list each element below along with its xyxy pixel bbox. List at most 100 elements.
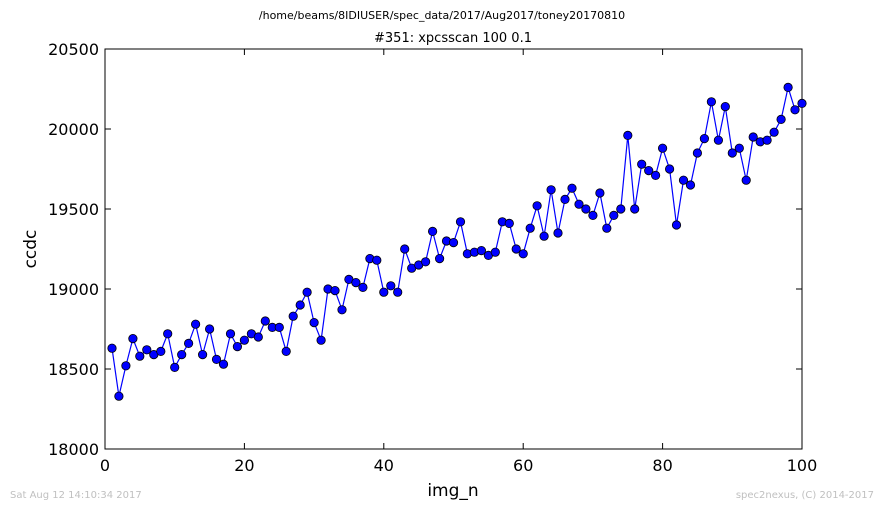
data-point <box>762 135 772 145</box>
data-point <box>198 349 208 360</box>
axis-ticks <box>104 48 803 450</box>
data-point <box>379 287 389 297</box>
data-point <box>358 282 368 292</box>
data-point <box>420 257 431 267</box>
data-point <box>657 143 668 153</box>
data-point <box>720 102 730 112</box>
data-point <box>602 223 612 233</box>
data-point <box>574 199 584 209</box>
data-point <box>239 335 249 345</box>
data-point <box>553 228 563 238</box>
data-point <box>567 183 577 193</box>
x-tick-label: 80 <box>652 456 672 475</box>
data-point <box>644 166 654 176</box>
data-point <box>511 244 521 254</box>
data-point <box>372 255 382 265</box>
data-point <box>748 132 758 142</box>
data-point <box>337 305 347 315</box>
footer-credit: spec2nexus, (C) 2014-2017 <box>736 490 874 501</box>
data-point <box>156 346 166 356</box>
data-point <box>455 217 466 227</box>
x-tick-label: 40 <box>374 456 394 475</box>
axis-tick-labels: 0 20 40 60 80 100 18000 18500 19000 19500 20000 205… <box>48 40 817 475</box>
data-point <box>121 361 131 371</box>
data-point <box>783 82 793 93</box>
data-point <box>177 349 187 360</box>
data-point <box>427 226 438 236</box>
data-point <box>476 246 486 256</box>
data-point <box>107 343 117 353</box>
data-point <box>142 345 152 355</box>
data-point <box>546 185 556 195</box>
data-point <box>525 223 535 233</box>
data-point <box>253 332 263 342</box>
data-point <box>288 311 298 321</box>
data-point <box>218 359 229 369</box>
data-point <box>163 329 173 339</box>
x-tick-label: 0 <box>100 456 110 475</box>
data-point <box>504 218 514 228</box>
data-point <box>630 204 640 214</box>
data-point <box>532 201 542 211</box>
data-point <box>699 134 710 144</box>
x-axis-label: img_n <box>427 481 478 501</box>
data-point <box>692 148 703 158</box>
data-point <box>664 164 675 174</box>
data-point <box>225 329 236 339</box>
data-point <box>713 135 724 145</box>
data-point <box>128 333 138 344</box>
data-point <box>316 335 326 345</box>
data-point <box>309 317 319 328</box>
data-point <box>114 391 124 401</box>
x-tick-label: 100 <box>787 456 818 475</box>
data-point <box>623 130 633 140</box>
data-point <box>205 324 215 334</box>
data-point <box>588 210 598 220</box>
data-point <box>734 143 744 153</box>
data-point <box>776 114 786 125</box>
y-tick-label: 18500 <box>48 360 99 379</box>
data-point <box>393 287 403 297</box>
data-point <box>650 170 661 180</box>
y-tick-label: 20500 <box>48 40 99 59</box>
data-point <box>706 97 717 107</box>
data-point <box>386 281 396 291</box>
data-point <box>434 254 445 264</box>
data-point <box>637 159 647 169</box>
data-point <box>184 338 194 348</box>
data-point <box>274 322 284 332</box>
data-point <box>518 249 528 259</box>
data-point <box>797 98 807 109</box>
chart-title: #351: xpcsscan 100 0.1 <box>374 31 532 46</box>
data-point <box>581 204 591 214</box>
data-point <box>790 105 800 115</box>
y-tick-label: 19500 <box>48 200 99 219</box>
data-point <box>400 244 410 254</box>
data-point <box>281 346 291 356</box>
data-point <box>351 277 361 288</box>
footer-timestamp: Sat Aug 12 14:10:34 2017 <box>10 490 142 501</box>
data-point <box>741 175 751 185</box>
data-point <box>170 362 180 372</box>
data-point <box>330 285 340 296</box>
data-point <box>448 238 459 248</box>
y-tick-label: 19000 <box>48 280 99 299</box>
data-point <box>191 319 201 329</box>
data-point <box>616 204 626 214</box>
figure-path-title: /home/beams/8IDIUSER/spec_data/2017/Aug2… <box>259 9 625 22</box>
plot-frame <box>104 48 803 450</box>
y-tick-label: 20000 <box>48 120 99 139</box>
x-tick-label: 60 <box>513 456 533 475</box>
data-point <box>135 351 145 361</box>
data-point <box>490 247 500 257</box>
data-point <box>302 287 312 297</box>
data-point <box>260 316 270 326</box>
x-tick-label: 20 <box>234 456 254 475</box>
series-markers <box>107 82 807 401</box>
data-point <box>678 175 689 185</box>
plot-area: 0 20 40 60 80 100 18000 18500 19000 19500 20000 205… <box>48 40 817 475</box>
data-point <box>539 231 549 241</box>
data-point <box>295 300 305 310</box>
data-point <box>595 188 605 198</box>
